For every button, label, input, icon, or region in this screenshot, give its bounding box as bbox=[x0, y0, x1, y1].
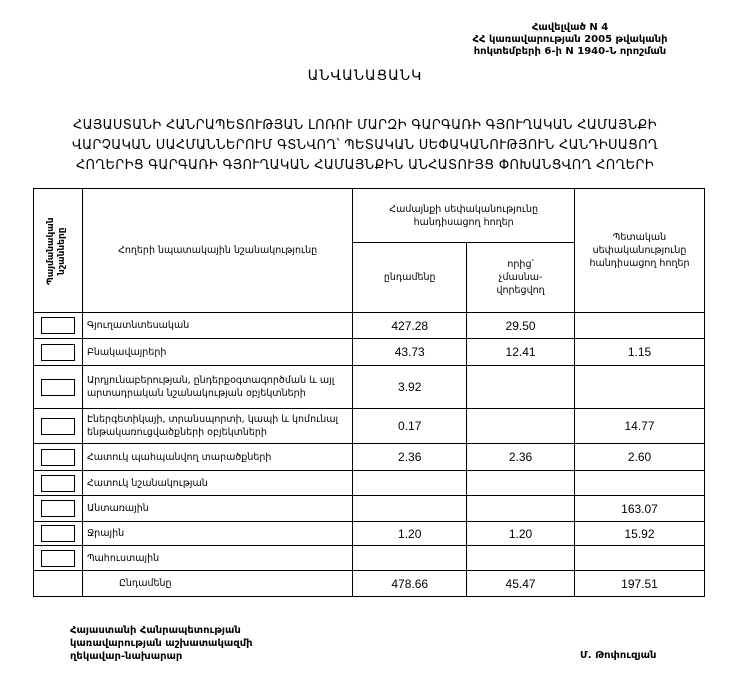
row-total bbox=[352, 495, 468, 522]
annex-line: ՀՀ կառավարության 2005 թվականի bbox=[472, 34, 668, 45]
row-non-privatized bbox=[466, 495, 576, 522]
row-non-privatized bbox=[466, 545, 576, 571]
table-row: Անտառային 163.07 bbox=[33, 495, 705, 522]
legend-swatch bbox=[40, 525, 75, 542]
row-state: 1.15 bbox=[574, 338, 705, 366]
legend-swatch bbox=[40, 474, 75, 492]
land-table: Պայմանական նշանները Հողերի նպատակային նշ… bbox=[33, 188, 705, 597]
symbol-cell bbox=[33, 443, 83, 471]
header-purpose: Հողերի նպատակային նշանակությունը bbox=[81, 188, 354, 313]
row-label: Էներգետիկայի, տրանսպորտի, կապի և կոմունա… bbox=[81, 408, 354, 444]
symbol-cell bbox=[33, 408, 83, 444]
legend-swatch bbox=[40, 549, 75, 567]
row-non-privatized bbox=[466, 365, 576, 409]
annex-reference: Հավելված N 4 ՀՀ կառավարության 2005 թվակա… bbox=[420, 22, 720, 58]
footer-line: ղեկավար-նախարար bbox=[70, 651, 183, 662]
row-total bbox=[352, 545, 468, 571]
footer-line: Հայաստանի Հանրապետության bbox=[70, 625, 241, 636]
legend-swatch bbox=[40, 317, 75, 334]
row-total: 427.28 bbox=[352, 312, 468, 339]
row-non-privatized: 2.36 bbox=[466, 443, 576, 471]
table-row: Էներգետիկայի, տրանսպորտի, կապի և կոմունա… bbox=[33, 408, 705, 444]
table-row: Բնակավայրերի 43.73 12.41 1.15 bbox=[33, 338, 705, 366]
row-total: 3.92 bbox=[352, 365, 468, 409]
row-state: 2.60 bbox=[574, 443, 705, 471]
annex-line: Հավելված N 4 bbox=[531, 22, 609, 33]
subtitle-line: ՀՈՂԵՐԻՑ ԳԱՐԳԱՌԻ ԳՅՈՒՂԱԿԱՆ ՀԱՄԱՅՆՔԻՆ ԱՆՀԱ… bbox=[75, 158, 655, 173]
row-label: Բնակավայրերի bbox=[81, 338, 354, 366]
footer-position: Հայաստանի Հանրապետության կառավարության ա… bbox=[70, 624, 253, 663]
row-state: 163.07 bbox=[574, 495, 705, 522]
row-label: Պահուստային bbox=[81, 545, 354, 571]
row-state: 15.92 bbox=[574, 521, 705, 546]
subtitle-line: ՀԱՅԱՍՏԱՆԻ ՀԱՆՐԱՊԵՏՈՒԹՅԱՆ ԼՈՌՈՒ ՄԱՐԶԻ ԳԱՐ… bbox=[73, 118, 657, 133]
row-non-privatized: 1.20 bbox=[466, 521, 576, 546]
row-total: 2.36 bbox=[352, 443, 468, 471]
totals-label: Ընդամենը bbox=[81, 570, 354, 597]
row-label: Հատուկ պահպանվող տարածքների bbox=[81, 443, 354, 471]
annex-line: հոկտեմբերի 6-ի N 1940-Ն որոշման bbox=[473, 46, 667, 57]
row-non-privatized bbox=[466, 408, 576, 444]
subtitle-line: ՎԱՐՉԱԿԱՆ ՍԱՀՄԱՆՆԵՐՈՒՄ ԳՏՆՎՈՂ՝ ՊԵՏԱԿԱՆ ՍԵ… bbox=[71, 138, 659, 153]
totals-non-privatized: 45.47 bbox=[466, 570, 576, 597]
row-state bbox=[574, 312, 705, 339]
table-row: Հատուկ նշանակության bbox=[33, 470, 705, 496]
symbol-cell bbox=[33, 338, 83, 366]
header-total: ընդամենը bbox=[352, 242, 468, 313]
legend-swatch bbox=[40, 500, 75, 517]
row-total: 43.73 bbox=[352, 338, 468, 366]
row-label: Հատուկ նշանակության bbox=[81, 470, 354, 496]
row-total: 1.20 bbox=[352, 521, 468, 546]
footer-line: կառավարության աշխատակազմի bbox=[70, 638, 253, 649]
legend-swatch bbox=[40, 417, 75, 435]
row-label: Գյուղատնտեսական bbox=[81, 312, 354, 339]
header-symbols: Պայմանական նշանները bbox=[33, 188, 83, 313]
document-title: ԱՆՎԱՆԱՑԱՆԿ bbox=[307, 68, 423, 84]
symbol-cell bbox=[33, 365, 83, 409]
legend-swatch bbox=[40, 343, 75, 361]
totals-total: 478.66 bbox=[352, 570, 468, 597]
symbol-cell bbox=[33, 495, 83, 522]
document-subtitle: ՀԱՅԱՍՏԱՆԻ ՀԱՆՐԱՊԵՏՈՒԹՅԱՆ ԼՈՌՈՒ ՄԱՐԶԻ ԳԱՐ… bbox=[40, 116, 690, 176]
symbol-cell bbox=[33, 521, 83, 546]
row-state bbox=[574, 470, 705, 496]
legend-swatch bbox=[40, 378, 75, 396]
row-non-privatized: 12.41 bbox=[466, 338, 576, 366]
row-state: 14.77 bbox=[574, 408, 705, 444]
table-row: Հատուկ պահպանվող տարածքների 2.36 2.36 2.… bbox=[33, 443, 705, 471]
row-non-privatized: 29.50 bbox=[466, 312, 576, 339]
symbol-cell bbox=[33, 470, 83, 496]
row-state bbox=[574, 365, 705, 409]
row-non-privatized bbox=[466, 470, 576, 496]
table-row: Ջրային 1.20 1.20 15.92 bbox=[33, 521, 705, 546]
row-total bbox=[352, 470, 468, 496]
signatory-name: Մ. Թոփուզյան bbox=[580, 650, 657, 661]
totals-row: Ընդամենը 478.66 45.47 197.51 bbox=[33, 570, 705, 597]
row-state bbox=[574, 545, 705, 571]
table-row: Պահուստային bbox=[33, 545, 705, 571]
header-community: Համայնքի սեփականությունը հանդիսացող հողե… bbox=[352, 188, 576, 243]
row-label: Արդյունաբերության, ընդերքօգտագործման և ա… bbox=[81, 365, 354, 409]
table-row: Գյուղատնտեսական 427.28 29.50 bbox=[33, 312, 705, 339]
row-label: Ջրային bbox=[81, 521, 354, 546]
row-label: Անտառային bbox=[81, 495, 354, 522]
row-total: 0.17 bbox=[352, 408, 468, 444]
symbol-cell bbox=[33, 545, 83, 571]
table-row: Արդյունաբերության, ընդերքօգտագործման և ա… bbox=[33, 365, 705, 409]
symbol-cell bbox=[33, 312, 83, 339]
totals-state: 197.51 bbox=[574, 570, 705, 597]
legend-swatch bbox=[40, 448, 75, 466]
header-state: Պետական սեփականությունը հանդիսացող հողեր bbox=[574, 188, 705, 313]
header-non-privatized: որից՝ չմասնա-վորեցվող bbox=[466, 242, 576, 313]
